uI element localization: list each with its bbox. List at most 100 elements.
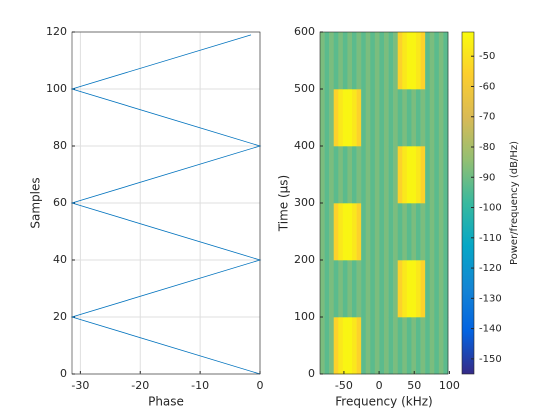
x-tick-label: 0 [376,379,383,392]
heatmap-cell [416,89,421,147]
heatmap-cell [361,32,367,90]
heatmap-cell [324,32,330,90]
y-tick-label: 200 [294,253,315,266]
heatmap-cell [333,89,339,147]
heatmap-cell [425,203,431,261]
heatmap-cell [320,89,325,147]
heatmap-cell [324,260,330,318]
heatmap-cell [443,260,449,318]
heatmap-cell [384,146,389,204]
heatmap-cell [397,32,403,90]
heatmap-cell [342,146,348,204]
heatmap-cell [320,317,325,375]
y-tick-label: 60 [53,196,67,209]
heatmap-cell [347,260,353,318]
heatmap-cell [320,203,325,261]
heatmap-cell [352,89,357,147]
heatmap-cell [438,203,444,261]
heatmap-cell [347,89,353,147]
y-tick-label: 500 [294,82,315,95]
heatmap-cell [416,146,421,204]
heatmap-cell [393,260,399,318]
colorbar-tick-label: -70 [479,112,495,123]
heatmap-cell [425,146,431,204]
heatmap-cell [402,89,408,147]
heatmap-cell [356,89,362,147]
heatmap-cell [374,260,380,318]
heatmap-cell [411,260,417,318]
heatmap-cell [420,32,426,90]
heatmap-cell [438,32,444,90]
heatmap-cell [429,89,435,147]
heatmap-cell [365,89,371,147]
heatmap-cell [402,146,408,204]
heatmap-cell [370,317,376,375]
heatmap-cell [416,260,421,318]
heatmap-cell [406,203,412,261]
heatmap-cell [333,260,339,318]
heatmap-cell [374,317,380,375]
heatmap-cell [420,317,426,375]
heatmap-cell [338,203,344,261]
heatmap-cell [361,89,367,147]
axes-frame [71,31,261,375]
x-tick-label: 100 [439,379,460,392]
heatmap-cell [416,203,421,261]
heatmap-cell [329,146,335,204]
heatmap-cell [388,32,394,90]
heatmap-cell [342,203,348,261]
y-tick-label: 300 [294,196,315,209]
heatmap-cell [406,89,412,147]
y-axis-label: Time (μs) [277,175,291,232]
heatmap-cell [384,317,389,375]
heatmap-cell [397,89,403,147]
heatmap-cell [384,32,389,90]
heatmap-cell [329,32,335,90]
colorbar-tick-label: -110 [479,233,502,244]
heatmap-cell [434,203,440,261]
heatmap-cell [361,317,367,375]
heatmap-cell [420,203,426,261]
heatmap-cell [374,89,380,147]
heatmap-cell [352,260,357,318]
heatmap-cell [393,89,399,147]
heatmap-cell [347,32,353,90]
heatmap-cell [425,317,431,375]
heatmap-cell [352,203,357,261]
heatmap-cell [388,317,394,375]
heatmap-cell [338,260,344,318]
y-tick-label: 600 [294,25,315,38]
colorbar-tick-label: -150 [479,354,502,365]
heatmap-cell [347,317,353,375]
x-tick-label: -50 [335,379,353,392]
heatmap-cell [338,89,344,147]
heatmap-cell [393,146,399,204]
heatmap-cell [397,146,403,204]
heatmap-cell [402,317,408,375]
heatmap-cell [333,32,339,90]
heatmap-cell [406,260,412,318]
x-tick-label: 0 [257,379,264,392]
x-axis-label: Frequency (kHz) [335,395,432,409]
heatmap-cell [434,32,440,90]
heatmap-cell [365,146,371,204]
heatmap-cell [356,260,362,318]
heatmap-cell [342,32,348,90]
y-tick-label: 20 [53,310,67,323]
heatmap-cell [365,317,371,375]
heatmap-cell [374,203,380,261]
colorbar [461,31,475,375]
x-axis-label: Phase [148,395,184,409]
y-tick-label: 40 [53,253,67,266]
heatmap-cell [443,146,449,204]
heatmap-cell [438,89,444,147]
heatmap-cell [338,32,344,90]
heatmap-cell [333,203,339,261]
heatmap-cell [356,146,362,204]
heatmap-cell [379,260,385,318]
heatmap-cell [388,89,394,147]
heatmap-cell [420,260,426,318]
heatmap-cell [388,203,394,261]
colorbar-tick-label: -120 [479,263,502,274]
